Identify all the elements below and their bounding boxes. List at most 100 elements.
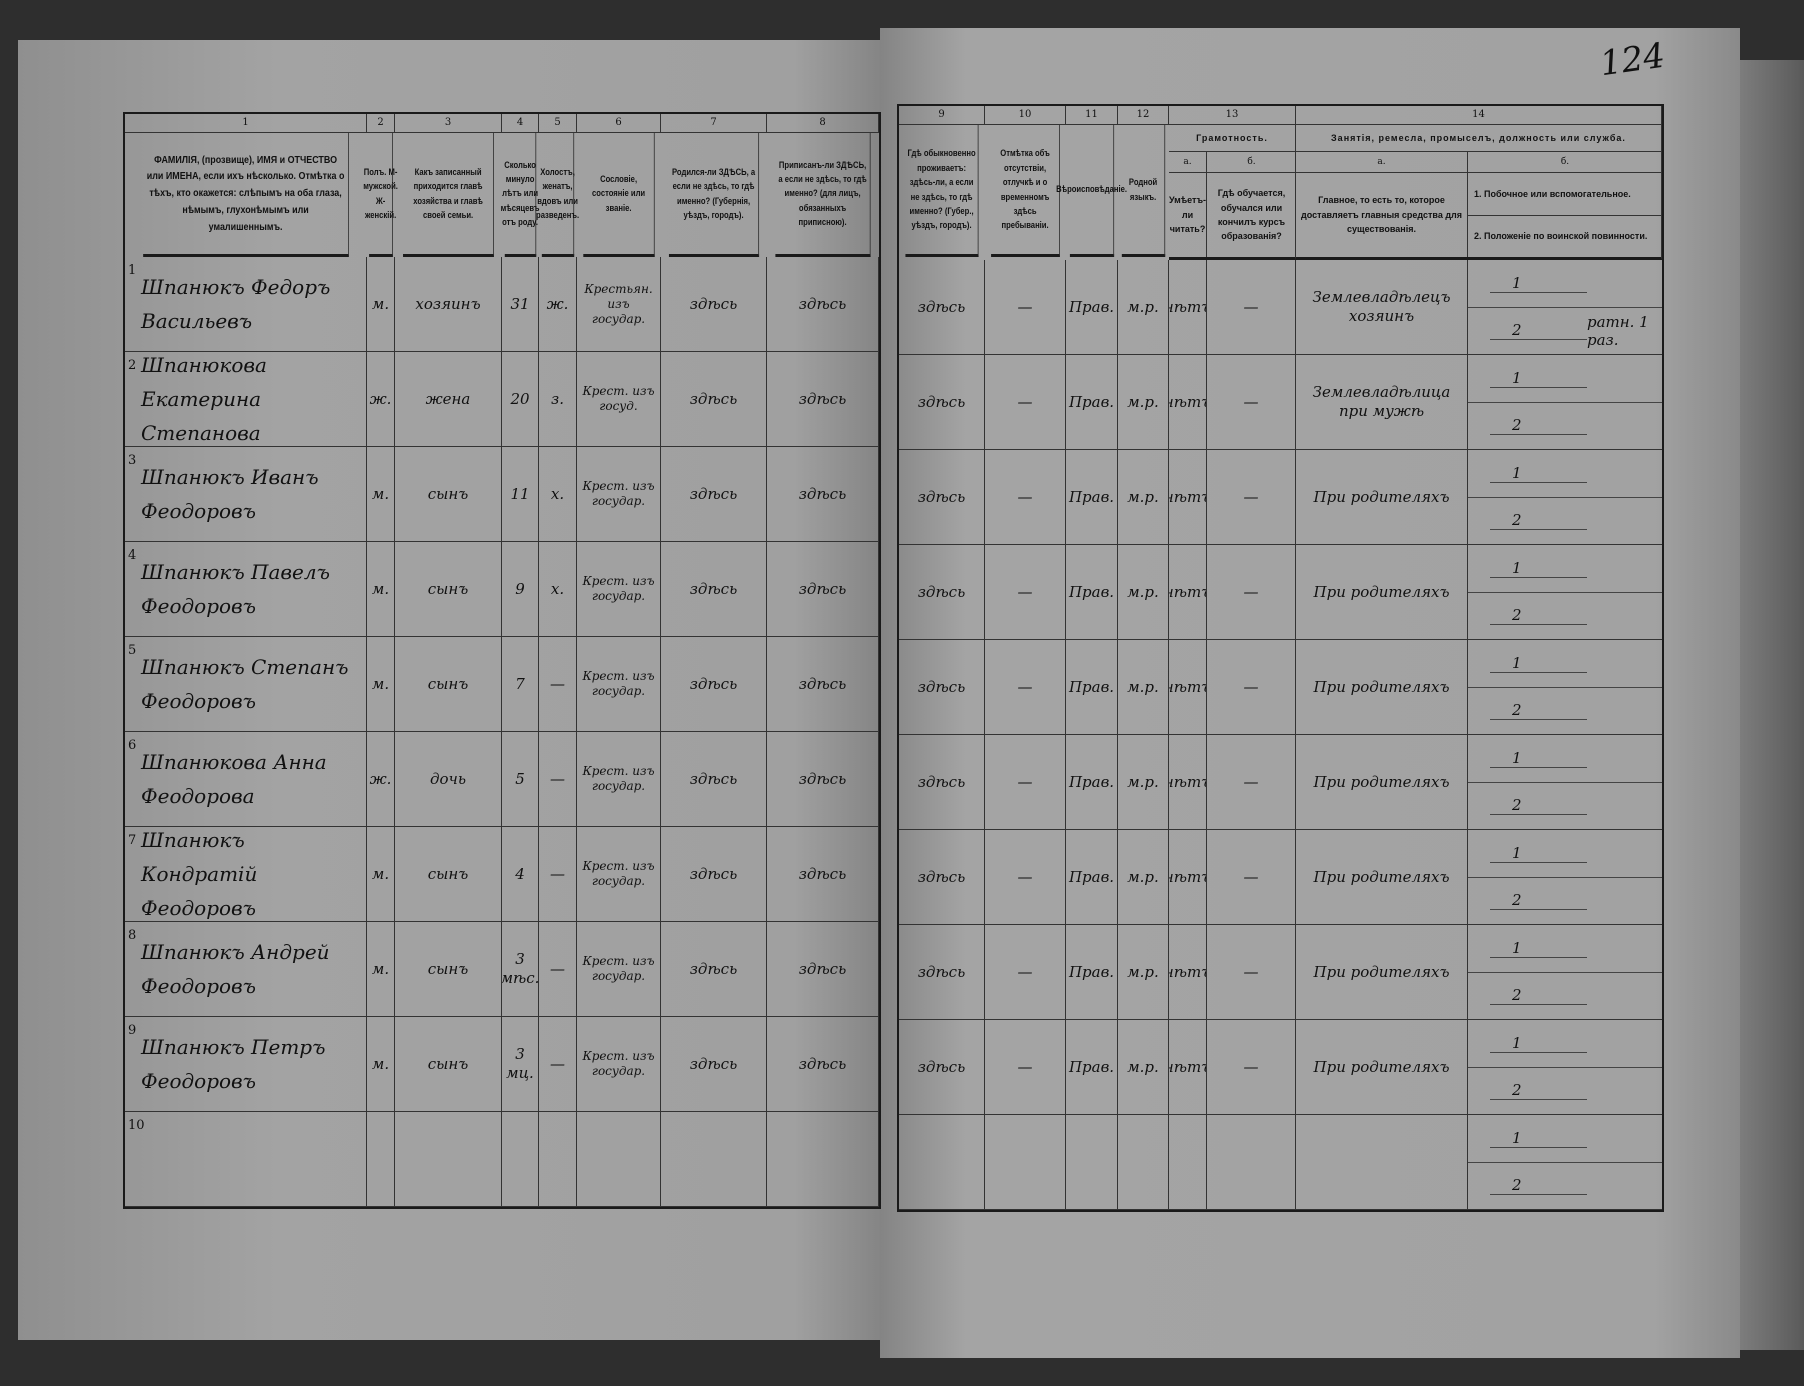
cell-age: 3 мѣс. [502,922,539,1017]
person-name: Шпанюкъ Кондратій Феодоровъ [141,828,258,920]
cell-marital: ж. [539,257,577,352]
header-col-3: Какъ записанный приходится главѣ хозяйст… [403,133,494,257]
cell-military: 2 [1468,878,1662,925]
cell-military: 2 [1468,973,1662,1020]
col-num-14: 14 [1296,106,1662,125]
cell-occupation: При родителяхъ [1296,450,1468,545]
cell-sex: м. [367,637,395,732]
line-label-1: 1 [1490,1034,1587,1053]
cell-reads [1169,1115,1207,1210]
cell-secondary: 1 [1468,545,1662,593]
literacy-a-text: Умѣетъ-ли читать? [1169,195,1206,235]
cell-school: — [1207,640,1296,735]
line-label-1: 1 [1490,749,1587,768]
cell-military: 2 ратн. 1 раз. [1468,308,1662,355]
line-label-2: 2 [1490,1081,1587,1101]
col-num-13: 13 [1169,106,1296,125]
cell-marital: — [539,637,577,732]
cell-religion [1066,1115,1118,1210]
cell-secondary-military: 1 2 ратн. 1 раз. [1468,260,1662,355]
cell-school: — [1207,735,1296,830]
cell-relation: сынъ [395,827,502,922]
cell-religion: Прав. [1066,1020,1118,1115]
row-number: 7 [128,833,137,848]
row-number: 8 [128,928,137,943]
cell-occupation: При родителяхъ [1296,1020,1468,1115]
cell-school: — [1207,545,1296,640]
cell-absence: — [985,260,1066,355]
occupation-a-text: Главное, то есть то, которое доставляетъ… [1300,195,1463,235]
line-label-1: 1 [1490,939,1587,958]
literacy-title: Грамотность. [1169,125,1295,152]
cell-residence: здѣсь [899,1020,985,1115]
row-name-cell: 5 Шпанюкъ Степанъ Феодоровъ [125,637,367,732]
cell-sex: м. [367,447,395,542]
col-num-7: 7 [661,114,767,133]
cell-residence: здѣсь [899,830,985,925]
cell-religion: Прав. [1066,735,1118,830]
cell-age: 5 [502,732,539,827]
cell-born: здѣсь [661,257,767,352]
row-number: 9 [128,1023,137,1038]
col-num-6: 6 [577,114,661,133]
cell-sex [367,1112,395,1207]
cell-residence: здѣсь [899,355,985,450]
line-label-2: 2 [1490,1176,1587,1196]
cell-language: м.р. [1118,260,1169,355]
cell-estate: Крестьян. изъ государ. [577,257,661,352]
person-name: Шпанюкъ Иванъ Феодоровъ [141,465,319,523]
occupation-b-letter: б. [1468,152,1662,173]
cell-school: — [1207,355,1296,450]
header-col-5: Холостъ, женатъ, вдовъ или разведенъ. [536,133,579,257]
cell-secondary: 1 [1468,1020,1662,1068]
cell-born: здѣсь [661,637,767,732]
row-name-cell: 1 Шпанюкъ Федоръ Васильевъ [125,257,367,352]
col-num-4: 4 [502,114,539,133]
person-name: Шпанюкова Анна Феодорова [141,750,327,808]
cell-born: здѣсь [661,827,767,922]
cell-marital: х. [539,447,577,542]
cell-residence: здѣсь [899,735,985,830]
cell-born: здѣсь [661,1017,767,1112]
cell-secondary: 1 [1468,1115,1662,1163]
header-absence: Отмѣтка объ отсутствіи, отлучкѣ и о врем… [991,125,1060,257]
cell-marital [539,1112,577,1207]
col-num-10: 10 [985,106,1066,125]
cell-religion: Прав. [1066,545,1118,640]
cell-military: 2 [1468,498,1662,545]
cell-reads: нѣтъ [1169,1020,1207,1115]
cell-registered: здѣсь [767,732,879,827]
cell-reads: нѣтъ [1169,925,1207,1020]
cell-occupation: При родителяхъ [1296,545,1468,640]
cell-secondary: 1 [1468,735,1662,783]
cell-relation: дочь [395,732,502,827]
cell-estate [577,1112,661,1207]
cell-military: 2 [1468,403,1662,450]
cell-relation: сынъ [395,1017,502,1112]
line-label-2: 2 [1490,796,1587,816]
row-number: 1 [128,263,137,278]
col-num-2: 2 [367,114,395,133]
row-number: 2 [128,358,137,373]
person-name: Шпанюкова Екатерина Степанова [141,353,267,445]
census-table-right: 9 10 11 12 13 14 Гдѣ обыкновенно прожива… [897,104,1664,1212]
cell-language: м.р. [1118,640,1169,735]
cell-born: здѣсь [661,732,767,827]
cell-absence [985,1115,1066,1210]
col-num-11: 11 [1066,106,1118,125]
cell-sex: ж. [367,352,395,447]
row-name-cell: 3 Шпанюкъ Иванъ Феодоровъ [125,447,367,542]
header-language: Родной языкъ. [1121,125,1166,257]
cell-registered [767,1112,879,1207]
cell-residence: здѣсь [899,260,985,355]
person-name: Шпанюкъ Федоръ Васильевъ [141,275,331,333]
line-label-2: 2 [1490,891,1587,911]
row-name-cell: 2 Шпанюкова Екатерина Степанова [125,352,367,447]
cell-occupation [1296,1115,1468,1210]
cell-absence: — [985,1020,1066,1115]
cell-born: здѣсь [661,447,767,542]
cell-sex: м. [367,257,395,352]
